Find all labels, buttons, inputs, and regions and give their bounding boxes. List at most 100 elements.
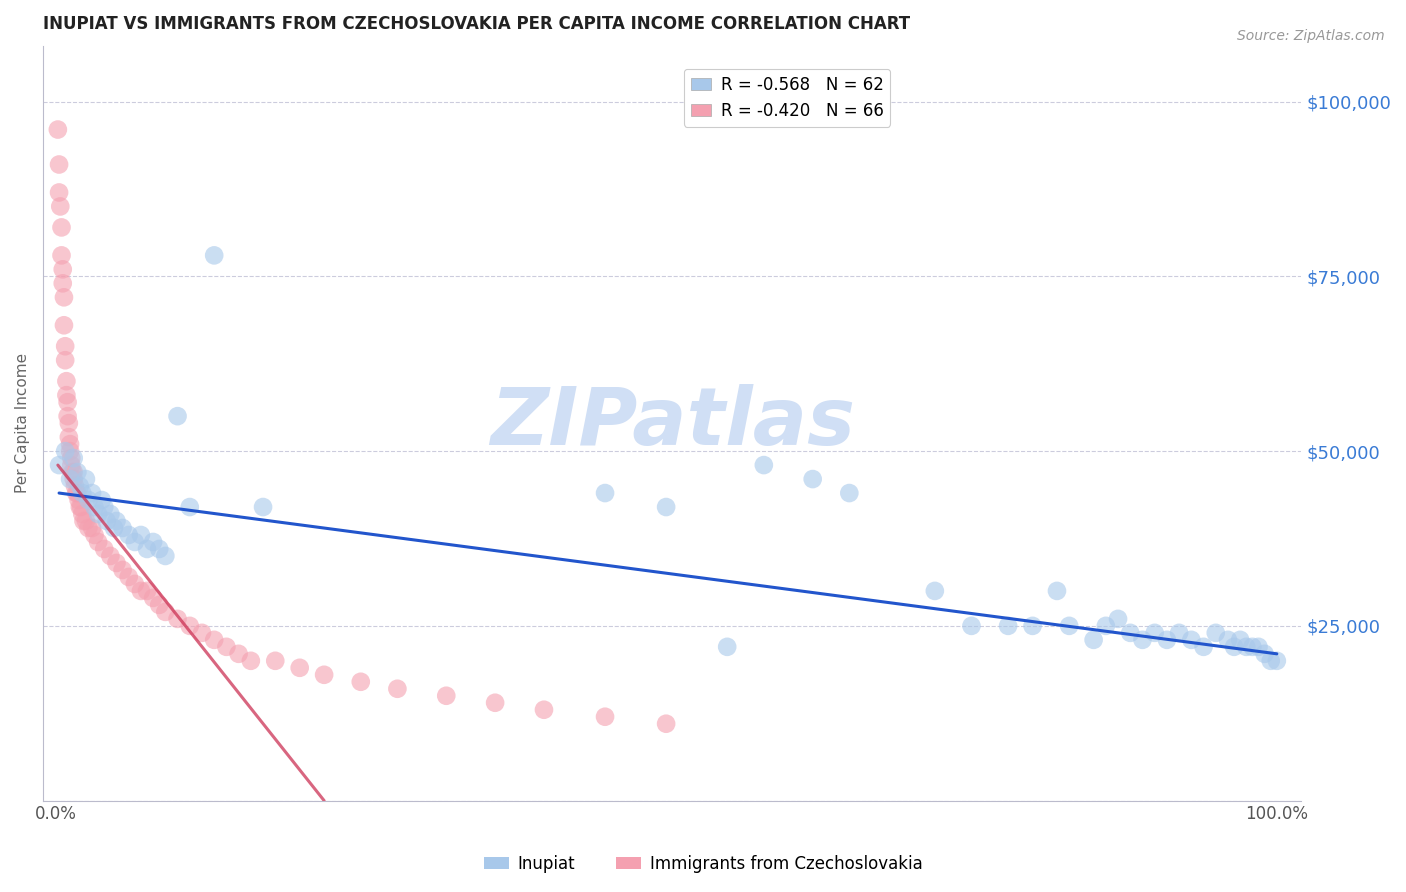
Point: [52, 262, 75, 277]
Point: [70, 500, 93, 514]
Point: [51, 220, 73, 235]
Point: [716, 640, 738, 654]
Point: [1132, 632, 1154, 647]
Point: [51, 248, 73, 262]
Point: [77, 521, 100, 535]
Point: [593, 486, 616, 500]
Point: [1180, 632, 1202, 647]
Point: [1192, 640, 1215, 654]
Point: [124, 535, 146, 549]
Point: [66, 486, 89, 500]
Point: [1168, 625, 1191, 640]
Point: [62, 465, 84, 479]
Point: [103, 521, 125, 535]
Point: [264, 654, 287, 668]
Point: [202, 248, 225, 262]
Point: [1143, 625, 1166, 640]
Point: [148, 541, 170, 556]
Point: [655, 716, 678, 731]
Point: [53, 444, 76, 458]
Point: [93, 500, 115, 514]
Point: [960, 619, 983, 633]
Point: [752, 458, 775, 472]
Point: [53, 339, 76, 353]
Point: [1223, 640, 1246, 654]
Point: [593, 710, 616, 724]
Point: [46, 122, 69, 136]
Point: [58, 430, 80, 444]
Point: [72, 507, 94, 521]
Point: [239, 654, 262, 668]
Point: [49, 199, 72, 213]
Point: [80, 486, 103, 500]
Point: [129, 528, 152, 542]
Point: [65, 486, 87, 500]
Point: [838, 486, 860, 500]
Point: [83, 500, 105, 514]
Point: [228, 647, 250, 661]
Text: Source: ZipAtlas.com: Source: ZipAtlas.com: [1237, 29, 1385, 43]
Text: INUPIAT VS IMMIGRANTS FROM CZECHOSLOVAKIA PER CAPITA INCOME CORRELATION CHART: INUPIAT VS IMMIGRANTS FROM CZECHOSLOVAKI…: [44, 15, 910, 33]
Point: [155, 549, 177, 563]
Point: [60, 451, 83, 466]
Point: [111, 563, 134, 577]
Point: [62, 451, 84, 466]
Point: [129, 583, 152, 598]
Point: [166, 409, 188, 424]
Legend: R = -0.568   N = 62, R = -0.420   N = 66: R = -0.568 N = 62, R = -0.420 N = 66: [685, 69, 890, 127]
Point: [1234, 640, 1257, 654]
Point: [90, 493, 112, 508]
Point: [179, 619, 201, 633]
Point: [93, 541, 115, 556]
Point: [59, 444, 82, 458]
Point: [434, 689, 457, 703]
Point: [350, 674, 373, 689]
Point: [997, 619, 1019, 633]
Point: [75, 472, 97, 486]
Text: ZIPatlas: ZIPatlas: [489, 384, 855, 462]
Point: [83, 528, 105, 542]
Point: [75, 514, 97, 528]
Point: [1216, 632, 1239, 647]
Point: [1247, 640, 1270, 654]
Point: [48, 157, 70, 171]
Point: [56, 395, 79, 409]
Point: [67, 493, 90, 508]
Point: [53, 353, 76, 368]
Point: [52, 318, 75, 333]
Point: [105, 514, 128, 528]
Point: [62, 472, 84, 486]
Y-axis label: Per Capita Income: Per Capita Income: [15, 353, 30, 493]
Point: [60, 458, 83, 472]
Point: [58, 416, 80, 430]
Point: [63, 479, 86, 493]
Point: [314, 667, 336, 681]
Point: [66, 465, 89, 479]
Point: [100, 507, 122, 521]
Point: [59, 437, 82, 451]
Point: [52, 277, 75, 291]
Point: [1095, 619, 1118, 633]
Point: [111, 521, 134, 535]
Point: [72, 486, 94, 500]
Point: [136, 583, 159, 598]
Point: [142, 535, 165, 549]
Point: [1265, 654, 1288, 668]
Point: [62, 465, 84, 479]
Point: [59, 472, 82, 486]
Point: [118, 570, 141, 584]
Point: [655, 500, 678, 514]
Point: [484, 696, 506, 710]
Point: [1156, 632, 1178, 647]
Point: [80, 521, 103, 535]
Point: [1107, 612, 1129, 626]
Point: [179, 500, 201, 514]
Point: [77, 493, 100, 508]
Point: [55, 374, 77, 388]
Point: [52, 290, 75, 304]
Point: [191, 625, 214, 640]
Point: [69, 479, 91, 493]
Point: [100, 549, 122, 563]
Point: [87, 507, 110, 521]
Point: [69, 500, 91, 514]
